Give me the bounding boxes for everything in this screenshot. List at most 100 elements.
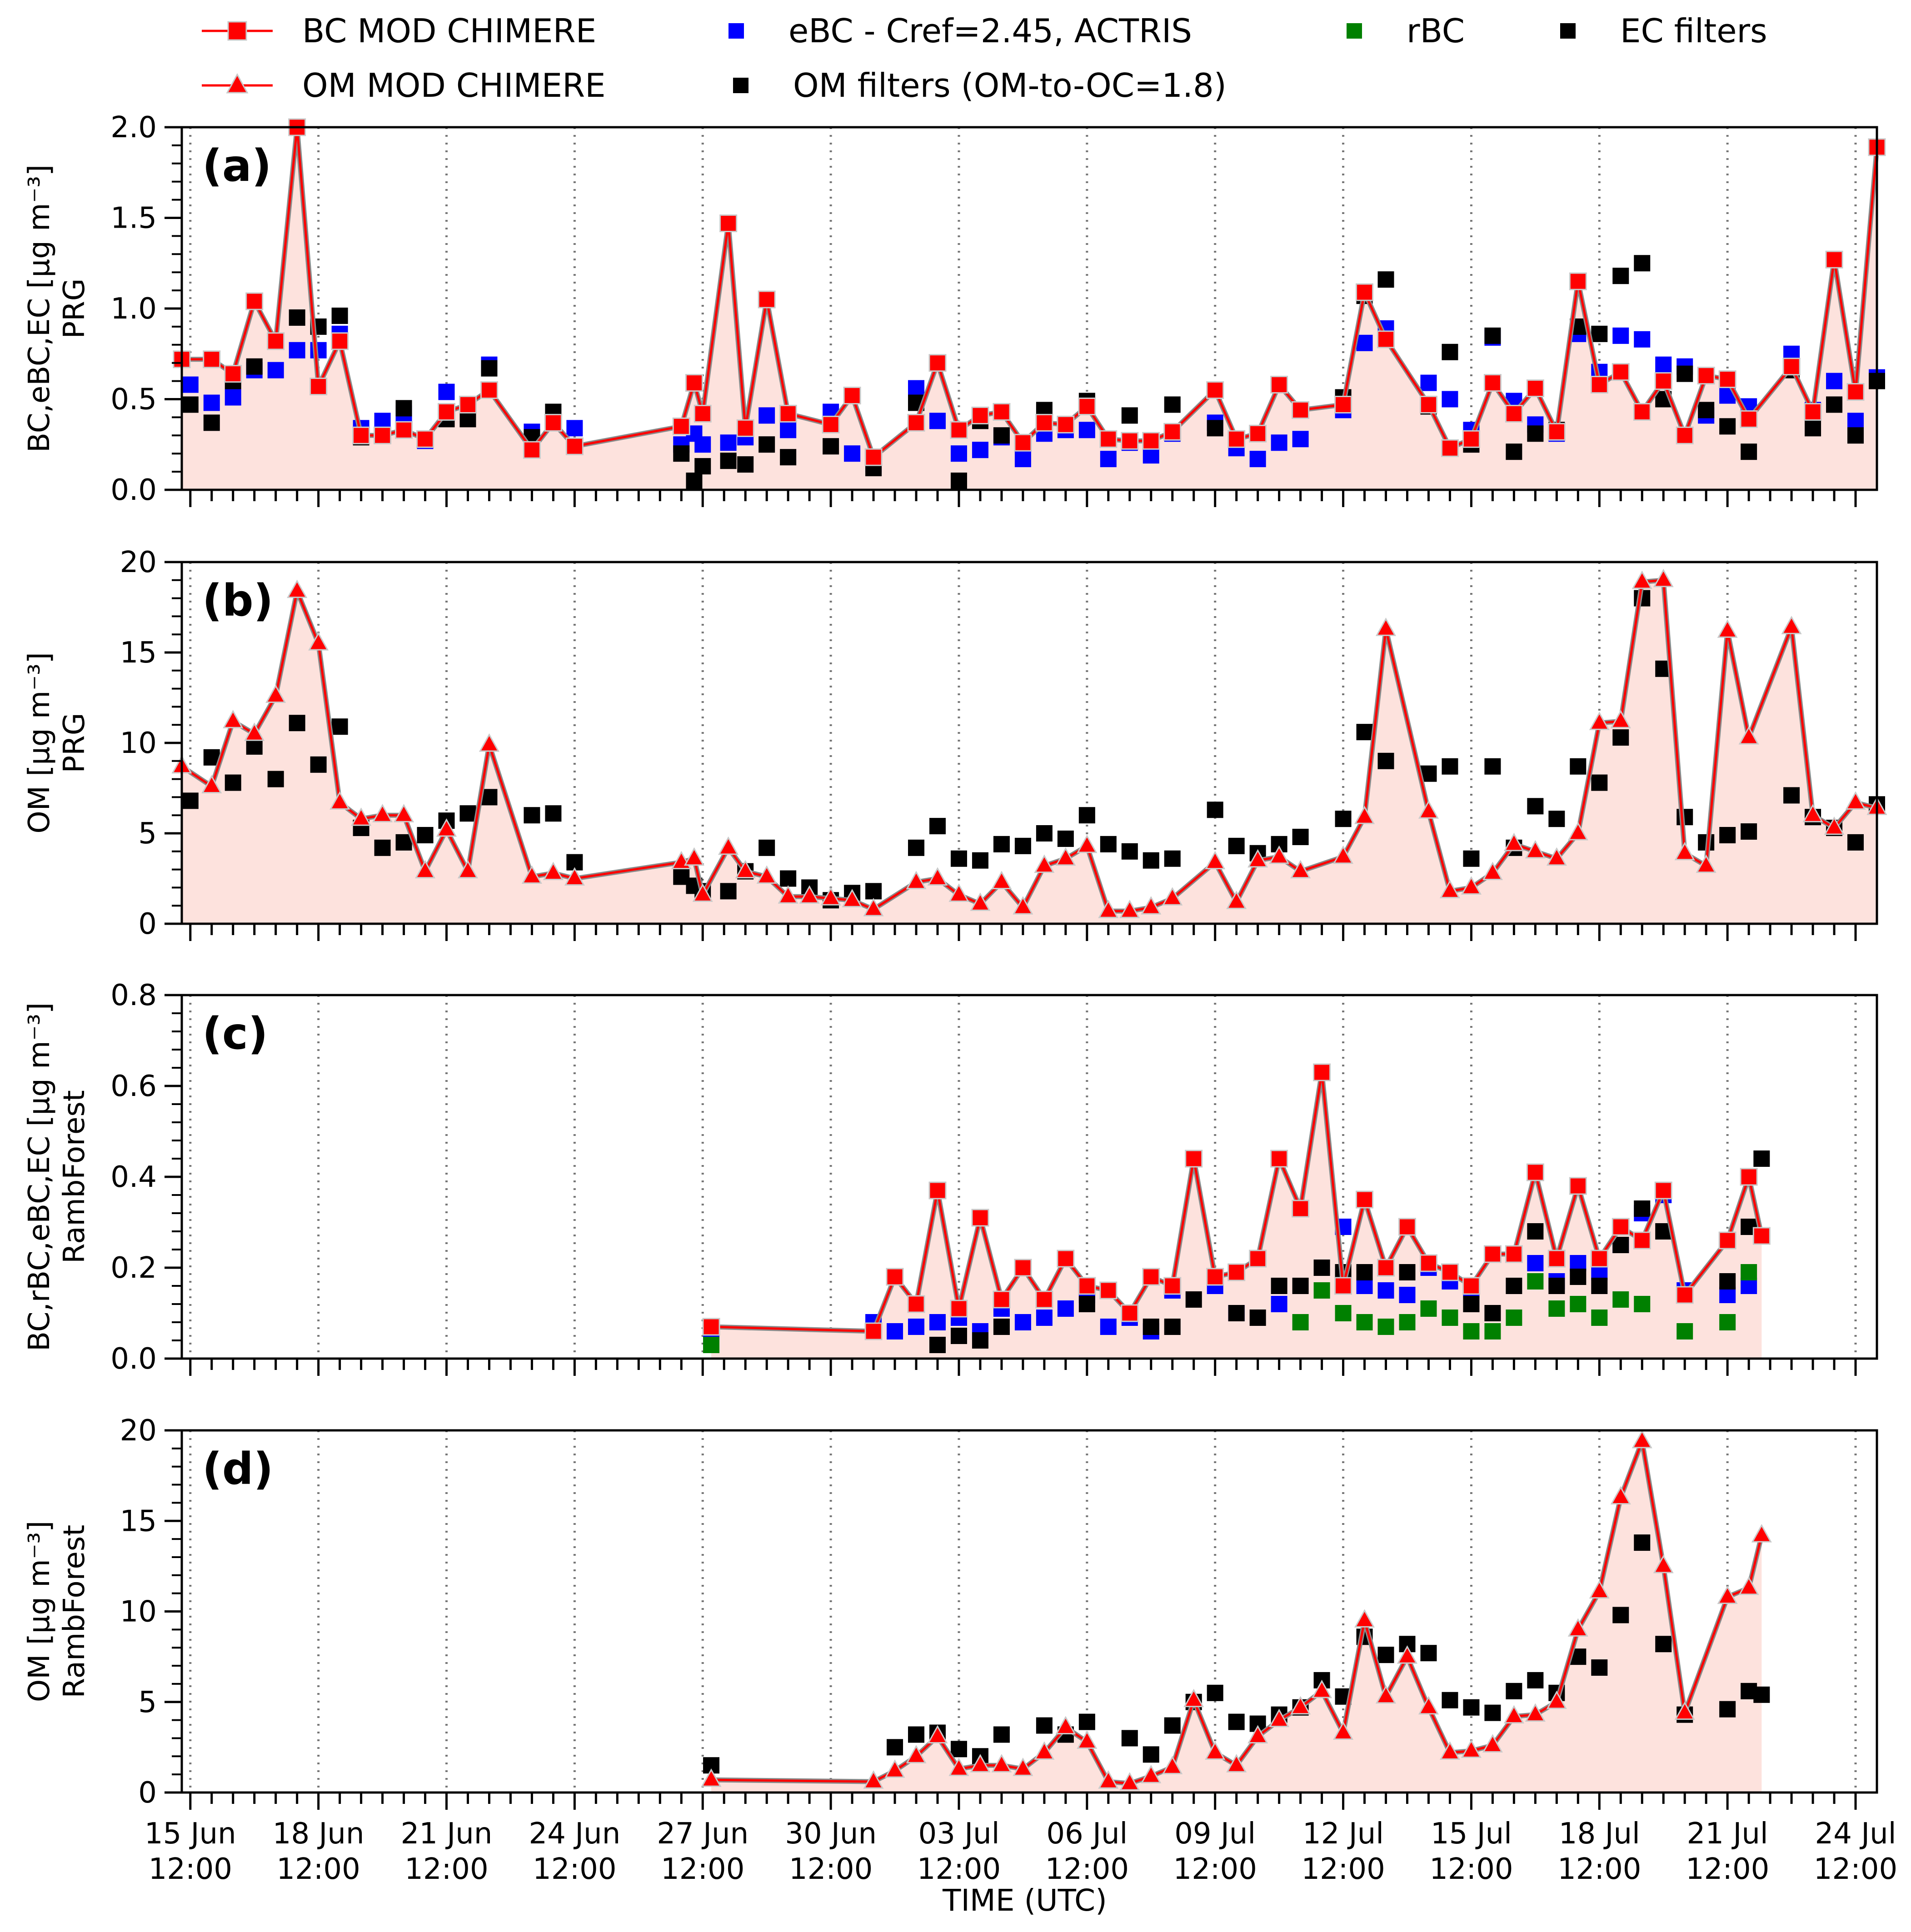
data-point (1356, 334, 1373, 351)
data-point (1143, 1319, 1159, 1335)
data-point (823, 438, 839, 455)
data-point (1527, 1672, 1544, 1688)
model-point (1098, 1770, 1119, 1789)
model-point (1269, 845, 1290, 864)
data-point (758, 436, 775, 453)
model-point (1846, 383, 1865, 401)
data-point (182, 396, 199, 413)
model-point (395, 421, 413, 439)
model-point (1441, 439, 1459, 457)
model-point (1205, 1741, 1226, 1760)
data-point (694, 436, 711, 453)
data-point (993, 427, 1010, 444)
model-point (1483, 1245, 1502, 1263)
data-point (1377, 1282, 1394, 1299)
model-point (778, 885, 798, 904)
model-point (1035, 413, 1053, 432)
data-point (993, 1726, 1010, 1743)
model-point (1612, 363, 1630, 381)
model-point (1676, 1286, 1694, 1304)
data-point (1228, 1713, 1245, 1730)
data-point (1356, 724, 1373, 741)
model-point (1057, 415, 1075, 433)
data-point (1100, 1319, 1117, 1335)
data-point (438, 383, 455, 400)
data-point (1634, 1534, 1651, 1551)
model-point (1333, 845, 1354, 864)
model-point (1740, 1168, 1758, 1186)
model-point (1751, 1524, 1772, 1543)
data-point (1612, 1607, 1629, 1623)
data-point (1634, 1200, 1651, 1217)
data-point (1655, 1636, 1672, 1653)
data-point (1484, 758, 1501, 775)
data-point (780, 449, 797, 466)
data-point (993, 836, 1010, 852)
model-point (1674, 842, 1695, 861)
data-point (1484, 1704, 1501, 1721)
x-tick-label-time: 12:00 (917, 1852, 1001, 1886)
model-point (735, 860, 756, 879)
y-tick-label: 0.0 (110, 1342, 157, 1376)
model-point (1354, 1609, 1375, 1628)
model-point (1718, 370, 1736, 388)
data-point (1591, 1659, 1608, 1676)
x-tick-label-time: 12:00 (1686, 1852, 1769, 1886)
data-point (1506, 1683, 1522, 1699)
data-point (1249, 451, 1266, 468)
model-point (718, 836, 739, 855)
data-point (1719, 1701, 1736, 1718)
x-tick-label-date: 21 Jul (1687, 1817, 1768, 1851)
data-point (1527, 1223, 1544, 1240)
data-point (686, 473, 703, 489)
model-point (863, 898, 884, 916)
y-axis-label: OM [μg m⁻³] (23, 652, 56, 833)
data-point (1463, 1323, 1480, 1339)
data-point (524, 807, 540, 824)
data-point (1377, 1647, 1394, 1663)
data-point (1527, 1255, 1544, 1271)
model-point (907, 413, 925, 432)
data-point (908, 839, 925, 856)
model-point (1418, 1696, 1439, 1715)
data-point (289, 342, 305, 359)
y-axis-station-label: PRG (58, 279, 91, 339)
data-point (972, 1332, 988, 1349)
model-point (779, 404, 797, 423)
data-point (1527, 798, 1544, 815)
legend-label: eBC - Cref=2.45, ACTRIS (788, 12, 1192, 50)
x-tick-label-date: 18 Jul (1559, 1817, 1640, 1851)
model-point (1142, 432, 1160, 450)
data-point (1100, 836, 1117, 852)
model-point (1055, 847, 1076, 866)
x-tick-label-time: 12:00 (276, 1852, 360, 1886)
x-tick-label-time: 12:00 (404, 1852, 488, 1886)
data-point (993, 1319, 1010, 1335)
data-point (1292, 828, 1309, 845)
model-point (309, 378, 328, 396)
data-point (246, 738, 263, 755)
model-point (1333, 1721, 1354, 1740)
model-point (928, 1181, 947, 1200)
model-point (1078, 1277, 1096, 1295)
data-point (720, 453, 737, 469)
data-point (1741, 1264, 1757, 1280)
model-point (438, 403, 456, 421)
data-point (1078, 1713, 1095, 1730)
model-point (1802, 804, 1823, 822)
data-point (1420, 374, 1437, 391)
x-tick-label-time: 12:00 (789, 1852, 873, 1886)
data-point (1442, 758, 1458, 775)
data-point (1442, 1310, 1458, 1326)
model-point (564, 867, 585, 886)
model-point (970, 1754, 991, 1773)
model-point (692, 883, 713, 902)
model-point (948, 1758, 969, 1776)
y-tick-label: 15 (120, 636, 157, 670)
data-point (950, 1741, 967, 1758)
data-point (844, 445, 861, 462)
x-tick-label-time: 12:00 (1045, 1852, 1129, 1886)
model-point (1121, 432, 1139, 450)
model-point (1845, 791, 1866, 810)
model-point (521, 865, 542, 884)
